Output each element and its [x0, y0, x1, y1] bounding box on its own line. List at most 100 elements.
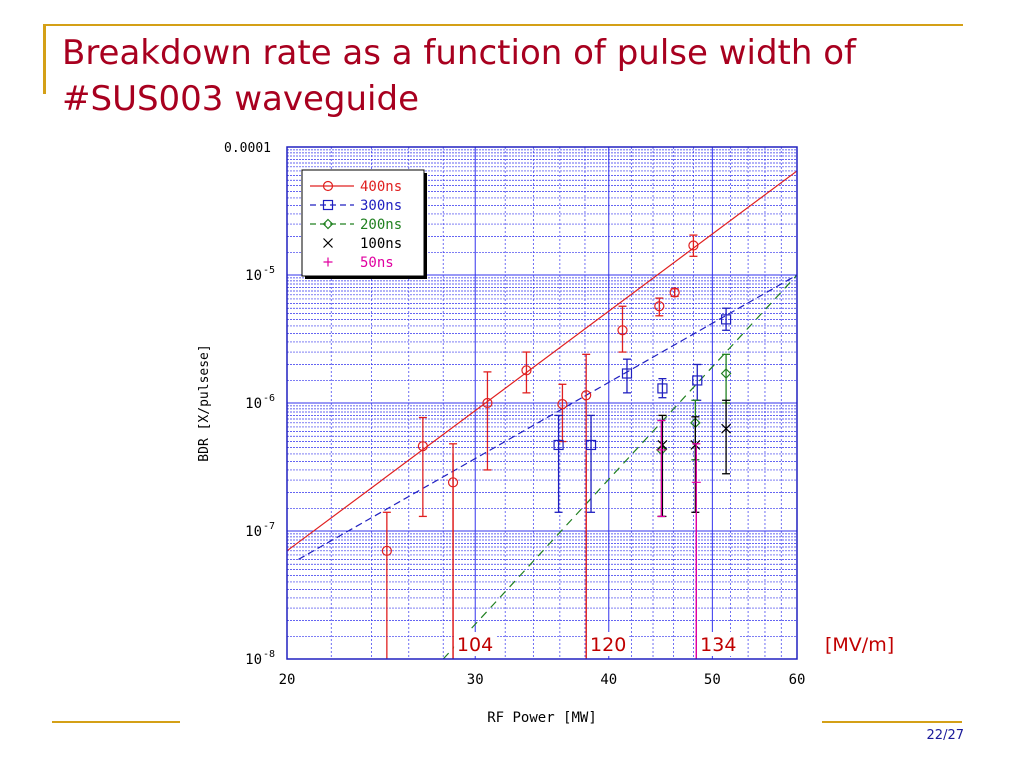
bottom-rule-left — [52, 721, 180, 723]
x-axis-label: RF Power [MW] — [487, 710, 597, 726]
legend-marker-diamond — [322, 218, 334, 230]
legend-box — [301, 169, 425, 277]
fit-line-400ns — [286, 170, 798, 552]
field-marker-label-bg — [697, 632, 740, 656]
fit-line-200ns — [442, 274, 798, 660]
field-marker-label: 134 — [700, 634, 736, 656]
marker-square — [720, 314, 732, 325]
data-point-400ns — [669, 287, 680, 298]
data-point-400ns — [417, 416, 428, 518]
data-point-300ns — [553, 414, 564, 513]
marker-circle — [417, 441, 428, 452]
data-point-400ns — [381, 511, 392, 659]
legend-label: 400ns — [360, 179, 402, 195]
marker-circle — [669, 287, 680, 298]
y-tick-label: 10 — [245, 268, 262, 284]
marker-cross — [657, 440, 668, 450]
x-tick-label: 20 — [279, 672, 296, 688]
marker-circle — [617, 325, 628, 336]
x-tick-label: 60 — [789, 672, 806, 688]
y-tick-label: 10 — [245, 524, 262, 540]
marker-square — [692, 375, 703, 386]
y-tick-label: 0.0001 — [224, 141, 271, 156]
field-marker-label: 120 — [590, 634, 626, 656]
x-tick-label: 40 — [600, 672, 617, 688]
y-tick-label: 10 — [245, 652, 262, 668]
data-point-300ns — [585, 414, 597, 513]
data-point-400ns — [581, 353, 592, 659]
y-tick-exponent: -8 — [263, 649, 275, 660]
marker-square — [621, 368, 633, 379]
slide-title: Breakdown rate as a function of pulse wi… — [62, 30, 992, 122]
marker-circle — [557, 399, 568, 410]
marker-cross — [721, 423, 732, 434]
y-tick-label: 10 — [245, 396, 262, 412]
marker-square — [585, 439, 597, 451]
slide-title-line-1: Breakdown rate as a function of pulse wi… — [62, 33, 857, 73]
top-rule — [43, 24, 963, 26]
legend-label: 100ns — [360, 236, 402, 252]
slide-title-line-2: #SUS003 waveguide — [62, 79, 419, 119]
marker-circle — [447, 477, 459, 488]
data-point-400ns — [557, 383, 568, 443]
data-point-300ns — [657, 377, 668, 399]
legend-entry-50ns: 50ns — [323, 255, 394, 271]
y-tick-exponent: -6 — [263, 393, 275, 404]
fit-line-300ns — [298, 274, 798, 560]
legend-entry-400ns: 400ns — [310, 179, 402, 195]
data-point-100ns — [690, 416, 701, 513]
marker-circle — [482, 397, 493, 409]
field-marker-label: 104 — [457, 634, 493, 656]
y-tick-exponent: -5 — [263, 265, 275, 276]
title-accent-bar — [43, 24, 46, 94]
field-marker-unit: [MV/m] — [825, 634, 894, 656]
marker-diamond — [720, 368, 732, 379]
marker-square — [657, 383, 668, 394]
legend-marker-cross — [323, 238, 333, 248]
legend-entry-200ns: 200ns — [310, 217, 402, 233]
data-point-400ns — [482, 371, 493, 471]
marker-circle — [521, 365, 532, 376]
x-tick-label: 30 — [467, 672, 484, 688]
field-marker-label-bg — [454, 632, 497, 656]
data-point-400ns — [654, 297, 665, 317]
data-point-300ns — [720, 307, 732, 331]
fit-lines — [286, 170, 798, 660]
data-point-200ns — [720, 353, 732, 404]
data-point-50ns — [656, 419, 666, 518]
plot-frame — [286, 146, 798, 660]
legend-marker-square — [322, 199, 334, 211]
y-axis-label: BDR [X/pulsese] — [197, 344, 212, 461]
marker-circle — [654, 301, 665, 312]
legend-label: 300ns — [360, 198, 402, 214]
x-tick-label: 50 — [704, 672, 721, 688]
legend-entry-300ns: 300ns — [310, 198, 402, 214]
data-point-400ns — [688, 234, 699, 257]
legend-label: 50ns — [360, 255, 394, 271]
legend-marker-circle — [322, 180, 334, 192]
data-point-300ns — [692, 363, 703, 401]
y-tick-exponent: -7 — [263, 521, 275, 532]
data-point-50ns — [691, 443, 701, 659]
marker-circle — [581, 390, 592, 401]
data-point-400ns — [617, 305, 628, 353]
field-marker-labels: 104 120 134 [MV/m] — [454, 632, 894, 656]
marker-plus — [656, 445, 666, 455]
field-marker-lines — [452, 453, 697, 659]
data-point-100ns — [657, 414, 668, 518]
data-points — [381, 234, 732, 659]
marker-square — [553, 439, 564, 451]
data-point-300ns — [621, 358, 633, 394]
marker-circle — [381, 545, 392, 556]
marker-circle — [688, 240, 699, 251]
marker-plus — [691, 477, 701, 487]
legend-entry-100ns: 100ns — [323, 236, 402, 252]
data-point-400ns — [521, 351, 532, 394]
data-point-100ns — [721, 399, 732, 475]
legend: 400ns 300ns 200ns 100ns 50ns — [301, 169, 427, 279]
legend-marker-plus — [323, 257, 333, 267]
field-marker-label-bg — [587, 632, 630, 656]
page-number: 22/27 — [926, 728, 964, 743]
bottom-rule-right — [822, 721, 962, 723]
